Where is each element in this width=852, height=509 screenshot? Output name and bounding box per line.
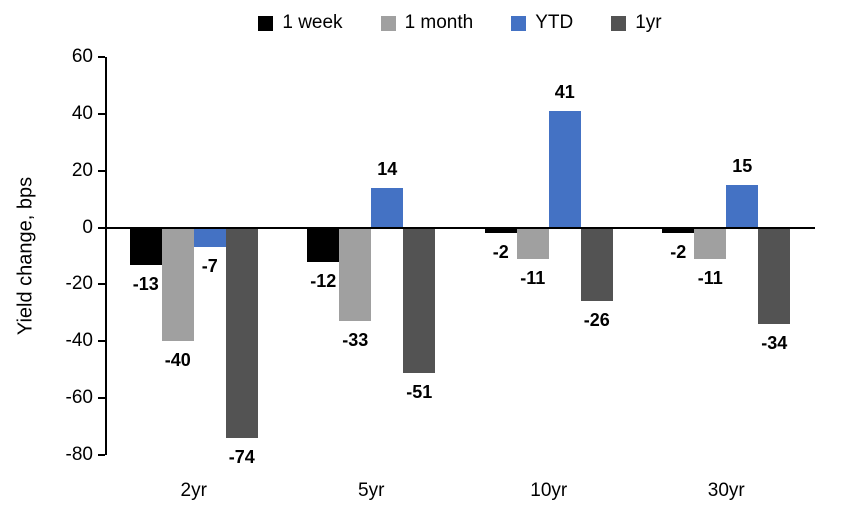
bar-YTD-10yr xyxy=(548,111,581,228)
legend-item: YTD xyxy=(511,12,573,34)
legend-item-label: 1yr xyxy=(635,12,662,33)
bar-1-week-5yr xyxy=(307,227,340,262)
y-axis-title: Yield change, bps xyxy=(14,176,37,336)
y-axis-tick-label: -80 xyxy=(65,444,93,465)
y-axis-tick-label: 20 xyxy=(71,159,93,181)
legend-swatch-icon xyxy=(611,15,627,31)
y-axis-tick-label: -40 xyxy=(65,330,93,352)
bar-value-label: -2 xyxy=(492,242,509,263)
legend-item-label: 1 month xyxy=(404,12,474,33)
category-label-5yr: 5yr xyxy=(358,480,385,501)
y-axis-tick-mark xyxy=(98,340,105,343)
bar-value-label: -11 xyxy=(520,267,546,288)
bar-value-label: -26 xyxy=(583,310,610,331)
bar-1-month-30yr xyxy=(694,227,727,259)
bar-value-label: 14 xyxy=(377,158,398,179)
bar-value-label: -34 xyxy=(761,333,788,354)
legend-swatch-icon xyxy=(380,15,396,31)
category-label-30yr: 30yr xyxy=(707,480,745,501)
plot-area: 60 40 20 0 -20 -40 -60 -80 -13 -40 -7 -74 2yr -12 -33 1… xyxy=(66,46,815,501)
bar-1yr-10yr xyxy=(580,227,613,302)
bar-value-label: -12 xyxy=(310,270,337,291)
bar-value-label: -7 xyxy=(201,256,218,277)
bar-YTD-2yr xyxy=(193,227,226,248)
bar-1yr-2yr xyxy=(225,227,258,438)
bar-value-label: -13 xyxy=(132,273,159,294)
bar-value-label: -51 xyxy=(406,381,433,402)
y-axis-tick-mark xyxy=(98,226,105,229)
bar-1-week-30yr xyxy=(662,227,695,234)
y-axis-tick-mark xyxy=(98,169,105,172)
bar-1-week-10yr xyxy=(484,227,517,234)
y-axis-tick-mark xyxy=(98,283,105,286)
legend-swatch-icon xyxy=(511,15,527,31)
bar-value-label: -11 xyxy=(697,267,723,288)
y-axis-tick-mark xyxy=(98,112,105,115)
y-axis-tick-mark xyxy=(98,454,105,456)
bar-value-label: -74 xyxy=(228,446,255,467)
bar-1-month-10yr xyxy=(516,227,549,259)
y-axis-tick-label: 60 xyxy=(71,46,93,67)
y-axis-tick-label: -20 xyxy=(65,273,93,295)
legend-item-label: YTD xyxy=(535,12,574,33)
legend-swatch-icon xyxy=(258,15,274,31)
bar-1-week-2yr xyxy=(129,227,162,265)
legend: 1 week 1 month YTD 1yr xyxy=(105,8,815,38)
y-axis-tick-label: 40 xyxy=(71,102,93,124)
bar-value-label: 41 xyxy=(554,82,575,102)
bar-value-label: 15 xyxy=(732,155,753,176)
x-axis-zero-line xyxy=(105,226,815,229)
y-axis-line xyxy=(105,57,107,455)
bar-value-label: -40 xyxy=(164,350,191,371)
y-axis-tick-label: -60 xyxy=(65,387,93,409)
bar-YTD-5yr xyxy=(371,187,404,228)
legend-item: 1 week xyxy=(258,12,343,34)
bar-value-label: -2 xyxy=(670,242,687,263)
bar-YTD-30yr xyxy=(726,184,759,228)
bar-1-month-2yr xyxy=(161,227,194,342)
legend-item: 1yr xyxy=(611,12,662,34)
category-label-10yr: 10yr xyxy=(530,480,568,501)
category-label-2yr: 2yr xyxy=(180,480,207,501)
y-axis-tick-label: 0 xyxy=(82,216,93,238)
bar-1yr-5yr xyxy=(403,227,436,373)
bar-value-label: -33 xyxy=(342,330,369,351)
y-axis-tick-mark xyxy=(98,397,105,400)
legend-item-label: 1 week xyxy=(282,12,343,33)
y-axis-tick-mark xyxy=(98,56,105,58)
bar-1yr-30yr xyxy=(758,227,791,325)
bar-1-month-5yr xyxy=(339,227,372,322)
legend-item: 1 month xyxy=(380,12,474,34)
